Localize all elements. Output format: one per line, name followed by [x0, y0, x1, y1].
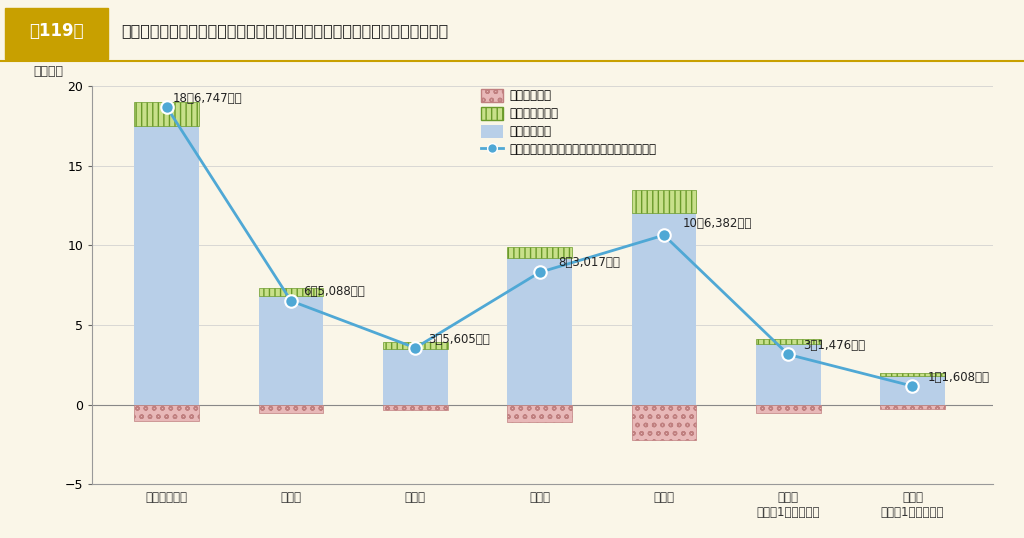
Bar [507, 258, 572, 405]
Text: 8兆3,017億円: 8兆3,017億円 [558, 256, 621, 269]
Bar [134, 405, 199, 421]
Bar [134, 102, 199, 126]
Bar [259, 296, 324, 405]
Bar [134, 126, 199, 405]
Bar [259, 405, 324, 413]
Bar [756, 405, 820, 413]
FancyBboxPatch shape [5, 8, 108, 59]
Text: 3兆1,476億円: 3兆1,476億円 [803, 339, 865, 352]
Bar [507, 405, 572, 422]
Bar [632, 405, 696, 440]
Bar [259, 288, 324, 296]
Bar [756, 339, 820, 344]
Text: 第119図: 第119図 [29, 22, 84, 40]
Bar [881, 373, 945, 376]
Bar [632, 189, 696, 214]
Text: （兆円）: （兆円） [34, 65, 63, 78]
Text: 18兆6,747億円: 18兆6,747億円 [173, 91, 243, 104]
Text: 3兆5,605億円: 3兆5,605億円 [428, 333, 489, 346]
Text: 6兆5,088億円: 6兆5,088億円 [303, 285, 366, 298]
Bar [383, 405, 447, 410]
Bar [383, 349, 447, 405]
Bar [881, 405, 945, 408]
Text: 1兆1,608億円: 1兆1,608億円 [928, 371, 989, 384]
Text: 団体規模別の地方債及び債務負担行為による実質的な将来の財政負担の状況: 団体規模別の地方債及び債務負担行為による実質的な将来の財政負担の状況 [121, 24, 449, 39]
Bar [507, 247, 572, 258]
Legend: 積立金現在高, 債務負担行為額, 地方債現在高, 地方債現在高＋債務負担行為額－積立金現在高: 積立金現在高, 債務負担行為額, 地方債現在高, 地方債現在高＋債務負担行為額－… [476, 84, 662, 161]
Bar [881, 376, 945, 405]
Bar [383, 343, 447, 349]
Text: 10兆6,382億円: 10兆6,382億円 [683, 217, 752, 230]
Bar [632, 214, 696, 405]
Bar [756, 344, 820, 405]
